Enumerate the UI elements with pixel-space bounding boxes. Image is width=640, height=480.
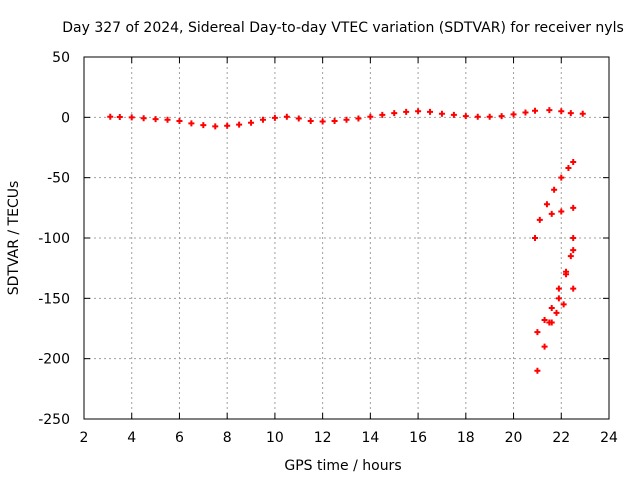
x-tick-label: 16 [409,430,427,446]
data-point [107,113,114,120]
data-point [438,110,445,117]
data-point [555,285,562,292]
data-point [546,107,553,114]
data-point [295,115,302,122]
data-point [498,113,505,120]
x-tick-label: 22 [552,430,570,446]
data-point [570,158,577,165]
data-point [579,110,586,117]
x-tick-label: 4 [127,430,136,446]
x-tick-label: 18 [457,430,475,446]
data-point [188,120,195,127]
data-point [541,317,548,324]
y-tick-label: 0 [61,110,70,126]
data-point [236,121,243,128]
data-point [224,122,231,129]
data-point [534,367,541,374]
grid [84,57,609,419]
data-point [522,109,529,116]
data-point [560,301,567,308]
data-point [543,201,550,208]
data-point [570,285,577,292]
data-point [152,116,159,123]
chart-title: Day 327 of 2024, Sidereal Day-to-day VTE… [62,20,624,36]
y-tick-label: -50 [47,171,70,187]
data-point [116,113,123,120]
data-point [553,309,560,316]
y-axis-label: SDTVAR / TECUs [6,181,22,296]
data-point [570,235,577,241]
data-point [474,113,481,120]
x-tick-label: 10 [266,430,284,446]
y-tick-label: -150 [38,291,70,307]
data-point [532,235,539,241]
data-point [176,117,183,124]
x-tick-label: 6 [175,430,184,446]
data-point [536,216,543,223]
data-point [271,114,278,121]
data-point [541,343,548,350]
data-point [567,110,574,117]
data-point [548,210,555,217]
axis-ticks: 2 4 6 8 10 12 14 16 18 20 22 24500-50-100-150-200-2… [38,50,618,446]
data-points [107,107,586,374]
data-point [567,253,574,260]
data-point [450,111,457,118]
data-point [307,117,314,124]
data-point [403,108,410,115]
data-point [128,114,135,121]
y-tick-label: -200 [38,352,70,368]
data-point [558,208,565,215]
data-point [343,116,350,123]
data-point [212,123,219,130]
data-point [379,111,386,118]
data-point [546,319,553,326]
data-point [558,174,565,181]
data-point [200,122,207,129]
data-point [164,116,171,123]
x-tick-label: 12 [314,430,332,446]
data-point [248,119,255,126]
data-point [532,107,539,114]
y-tick-label: 50 [52,50,70,66]
data-point [563,271,570,278]
data-point [367,113,374,120]
x-tick-label: 20 [505,430,523,446]
x-tick-label: 8 [223,430,232,446]
data-point [319,118,326,125]
x-tick-label: 14 [361,430,379,446]
data-point [331,117,338,124]
data-point [486,113,493,120]
data-point [551,186,558,193]
y-tick-label: -100 [38,231,70,247]
data-point [570,247,577,254]
y-tick-label: -250 [38,412,70,428]
x-axis-label: GPS time / hours [284,458,401,474]
data-point [555,295,562,302]
data-point [558,108,565,115]
data-point [355,115,362,122]
data-point [462,113,469,120]
data-point [259,116,266,123]
data-point [391,110,398,117]
data-point [283,113,290,120]
x-tick-label: 24 [600,430,618,446]
data-point [510,111,517,118]
data-point [565,165,572,172]
data-point [140,115,147,122]
data-point [570,204,577,211]
data-point [427,108,434,115]
data-point [534,329,541,336]
x-tick-label: 2 [80,430,89,446]
data-point [415,108,422,115]
data-point [548,304,555,311]
